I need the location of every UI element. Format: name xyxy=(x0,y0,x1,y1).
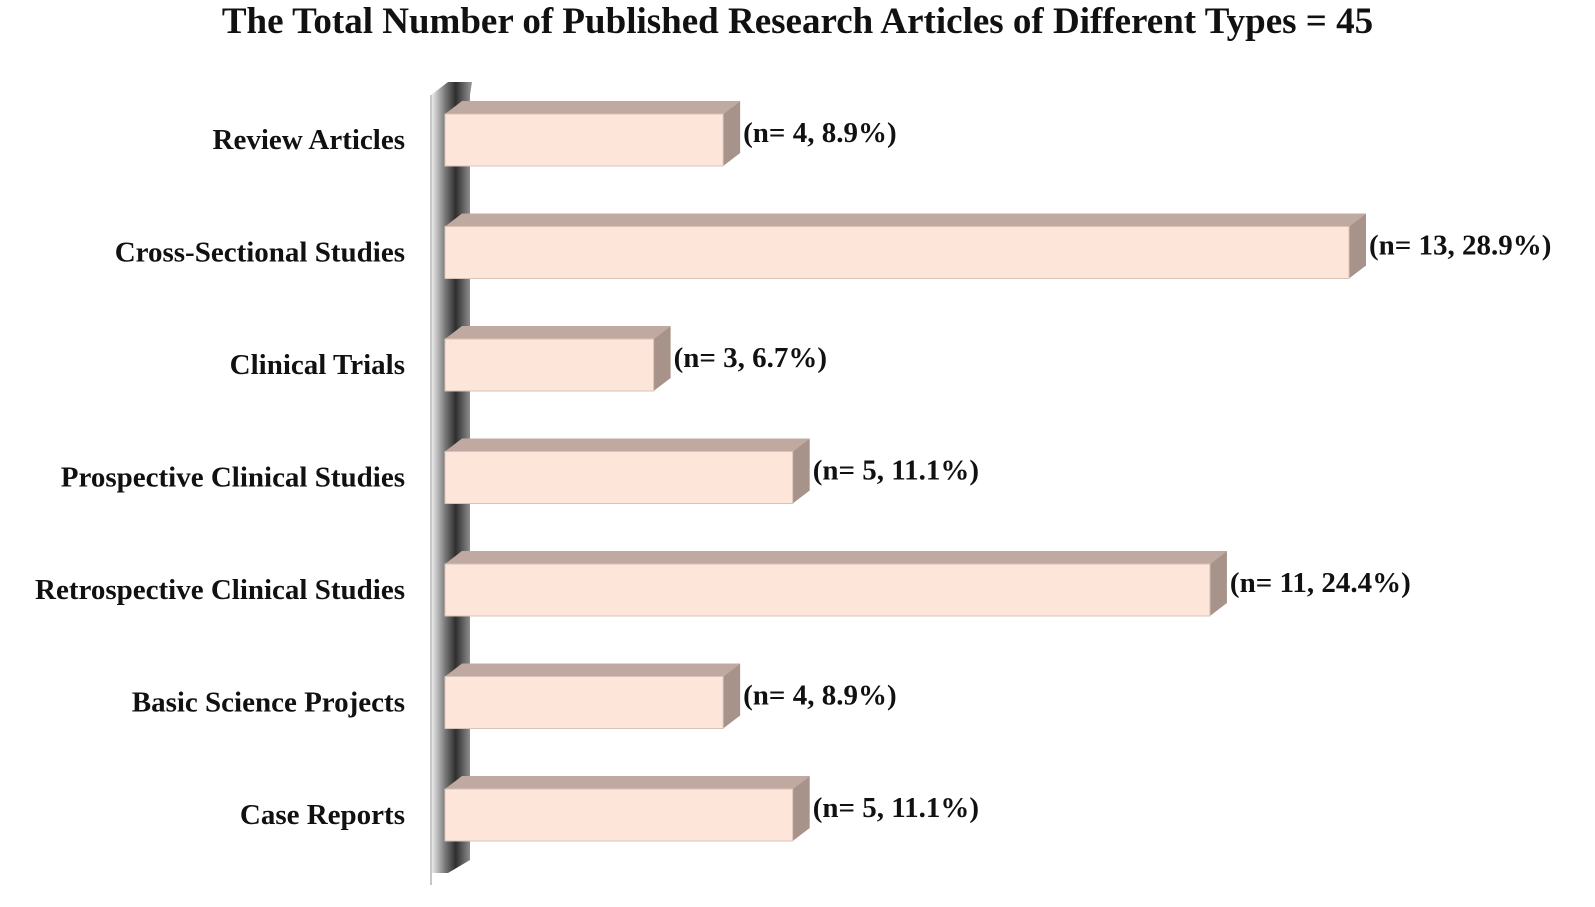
bar-front-face xyxy=(444,451,794,504)
bar-top-face xyxy=(445,326,671,339)
bar-top-face xyxy=(445,101,741,114)
y-tick-label: Case Reports xyxy=(240,799,405,831)
bar xyxy=(444,776,810,842)
bar-side-face xyxy=(792,438,810,504)
bar-side-face xyxy=(1209,551,1227,616)
data-label: (n= 5, 11.1%) xyxy=(813,792,979,824)
y-tick-label: Cross-Sectional Studies xyxy=(115,237,405,269)
bar-front-face xyxy=(444,338,655,392)
bar-front-face xyxy=(444,563,1211,617)
bar xyxy=(444,326,671,392)
bar-top-face xyxy=(445,213,1366,227)
y-tick-label: Review Articles xyxy=(213,124,405,156)
data-label: (n= 13, 28.9%) xyxy=(1369,230,1551,262)
bar-side-face xyxy=(653,326,671,391)
bar-top-face xyxy=(445,776,810,789)
bar-front-face xyxy=(444,676,724,729)
chart-title: The Total Number of Published Research A… xyxy=(221,1,1374,42)
bar-front-face xyxy=(444,226,1350,279)
y-tick-label: Basic Science Projects xyxy=(132,687,405,719)
data-label: (n= 5, 11.1%) xyxy=(813,455,979,487)
data-label: (n= 11, 24.4%) xyxy=(1230,567,1411,599)
bar-front-face xyxy=(444,113,724,167)
bar xyxy=(444,438,810,504)
bar-top-face xyxy=(445,663,741,677)
bar xyxy=(444,663,741,729)
data-label: (n= 4, 8.9%) xyxy=(743,680,896,712)
bar-side-face xyxy=(1349,213,1366,279)
bar xyxy=(444,213,1366,279)
y-tick-label: Clinical Trials xyxy=(230,349,405,381)
bar-front-face xyxy=(444,788,794,842)
bar-side-face xyxy=(792,776,810,841)
bar-side-face xyxy=(723,663,741,729)
data-label: (n= 4, 8.9%) xyxy=(743,117,896,149)
bar xyxy=(444,551,1227,617)
bar-side-face xyxy=(723,101,741,166)
bar-top-face xyxy=(445,438,810,452)
data-label: (n= 3, 6.7%) xyxy=(674,342,827,374)
y-tick-label: Prospective Clinical Studies xyxy=(61,462,405,494)
y-tick-label: Retrospective Clinical Studies xyxy=(35,574,405,606)
bar xyxy=(444,101,741,167)
bar-top-face xyxy=(445,551,1227,564)
